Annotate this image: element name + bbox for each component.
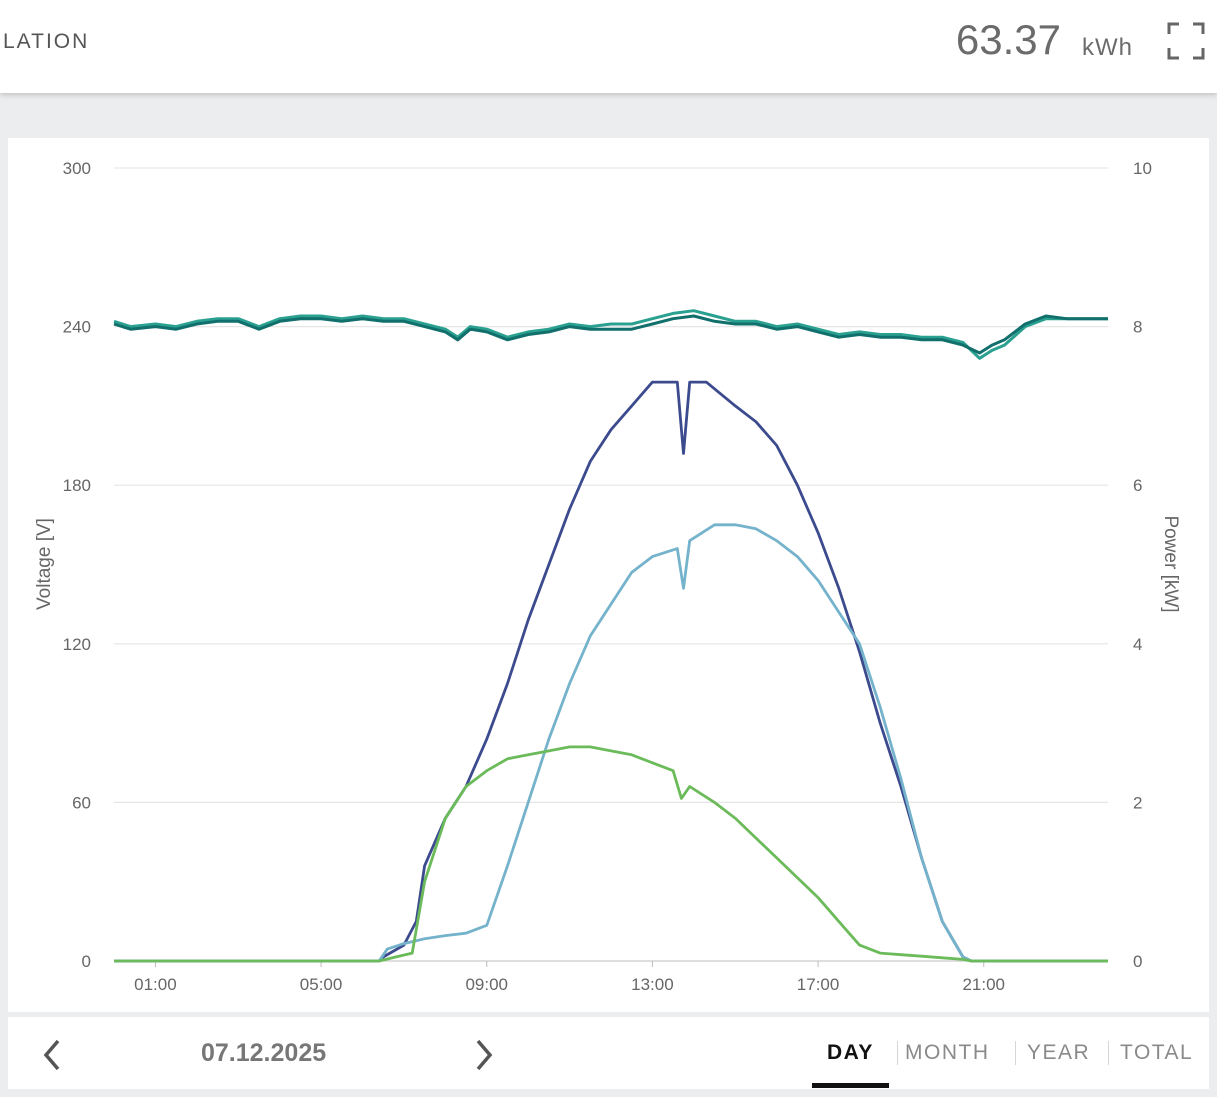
tab-divider bbox=[897, 1041, 898, 1065]
current-date[interactable]: 07.12.2025 bbox=[201, 1039, 327, 1067]
total-energy-value: 63.37 bbox=[955, 16, 1061, 63]
active-tab-indicator bbox=[812, 1083, 889, 1088]
series-line-3 bbox=[114, 380, 1108, 963]
series-line-5 bbox=[114, 745, 1108, 963]
total-energy-unit: kWh bbox=[1082, 34, 1133, 61]
chevron-left-icon[interactable] bbox=[38, 1037, 68, 1073]
chevron-right-icon[interactable] bbox=[468, 1037, 498, 1073]
x-tick-label: 21:00 bbox=[962, 975, 1005, 994]
x-tick-label: 13:00 bbox=[631, 975, 674, 994]
left-tick-label: 240 bbox=[63, 318, 91, 337]
right-axis-label: Power [kW] bbox=[1160, 515, 1181, 612]
tab-month[interactable]: MONTH bbox=[905, 1041, 990, 1064]
chart-panel: 0 60 120 180 240 300 0 2 4 6 8 10 01:00 05:00 09:00 1… bbox=[8, 138, 1209, 1012]
x-tick-label: 05:00 bbox=[300, 975, 343, 994]
fullscreen-expand-icon[interactable] bbox=[1167, 22, 1205, 60]
grid-lines bbox=[114, 167, 1108, 962]
left-tick-label: 120 bbox=[63, 635, 91, 654]
right-tick-label: 8 bbox=[1133, 318, 1142, 337]
right-axis-ticks: 0 2 4 6 8 10 bbox=[1133, 159, 1152, 971]
series-line-2 bbox=[113, 314, 1108, 355]
left-axis-ticks: 0 60 120 180 240 300 bbox=[63, 159, 91, 971]
tab-divider bbox=[1015, 1041, 1016, 1065]
tab-day[interactable]: DAY bbox=[827, 1041, 874, 1064]
right-tick-label: 2 bbox=[1133, 793, 1142, 812]
date-navigation-bar: 07.12.2025 DAY MONTH YEAR TOTAL bbox=[8, 1017, 1209, 1089]
right-tick-label: 4 bbox=[1133, 635, 1142, 654]
x-tick-label: 09:00 bbox=[465, 975, 508, 994]
header-bar: LATION 63.37 kWh bbox=[0, 0, 1217, 93]
series-line-4 bbox=[114, 523, 1108, 963]
tab-year[interactable]: YEAR bbox=[1027, 1041, 1091, 1064]
x-tick-label: 17:00 bbox=[797, 975, 840, 994]
left-tick-label: 300 bbox=[63, 159, 91, 178]
x-axis-ticks: 01:00 05:00 09:00 13:00 17:00 21:00 bbox=[134, 961, 1005, 994]
left-tick-label: 180 bbox=[63, 476, 91, 495]
period-tabs: DAY MONTH YEAR TOTAL bbox=[812, 1017, 1209, 1089]
series-line-1 bbox=[113, 309, 1108, 360]
left-axis-label: Voltage [V] bbox=[34, 518, 55, 610]
left-tick-label: 60 bbox=[72, 793, 91, 812]
section-title: LATION bbox=[3, 30, 90, 53]
voltage-power-chart: 0 60 120 180 240 300 0 2 4 6 8 10 01:00 05:00 09:00 1… bbox=[34, 159, 1181, 994]
tab-divider bbox=[1108, 1041, 1109, 1065]
series-lines bbox=[113, 309, 1108, 963]
right-tick-label: 10 bbox=[1133, 159, 1152, 178]
x-tick-label: 01:00 bbox=[134, 975, 177, 994]
tab-total[interactable]: TOTAL bbox=[1120, 1041, 1194, 1064]
right-tick-label: 6 bbox=[1133, 476, 1142, 495]
left-tick-label: 0 bbox=[82, 952, 91, 971]
right-tick-label: 0 bbox=[1133, 952, 1142, 971]
